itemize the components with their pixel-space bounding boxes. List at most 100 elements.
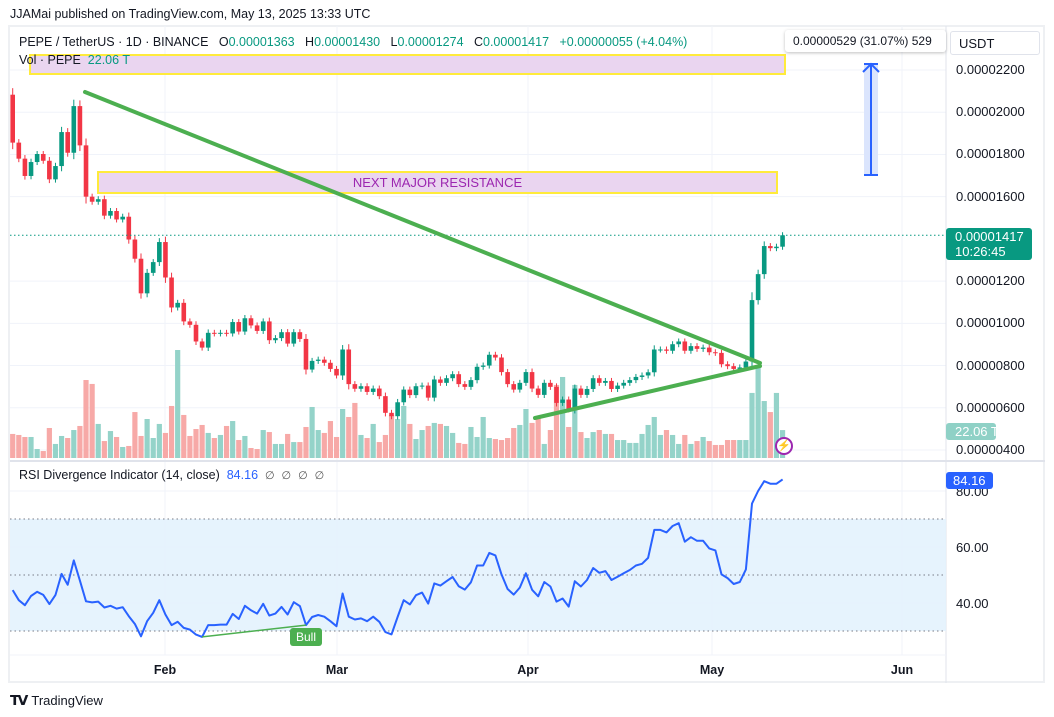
candle-down — [706, 347, 712, 353]
candle-up — [150, 262, 156, 273]
candle-up — [34, 154, 40, 163]
candle-down — [407, 389, 413, 396]
rsi-flag-3: ∅ — [298, 470, 308, 482]
volume-bar — [456, 442, 462, 458]
volume-bar — [724, 440, 731, 458]
time-label-may: May — [699, 663, 725, 677]
volume-bar — [388, 414, 395, 458]
candle-up — [205, 332, 211, 348]
candle-down — [254, 325, 260, 331]
candle-down — [511, 384, 517, 390]
volume-bar — [395, 419, 401, 458]
volume-bar — [676, 443, 682, 458]
candle-up — [676, 341, 681, 345]
resistance-zones — [29, 54, 786, 194]
candle-down — [664, 349, 669, 351]
candle-up — [175, 302, 180, 308]
candle-up — [749, 300, 755, 362]
candle-up — [468, 380, 474, 387]
drawings — [83, 62, 880, 420]
rsi-title[interactable]: RSI Divergence Indicator (14, close) — [19, 468, 220, 482]
volume-bar — [718, 444, 725, 458]
high-label: H — [305, 35, 315, 49]
candle-up — [737, 367, 743, 369]
candle-down — [22, 158, 28, 176]
volume-bar — [749, 392, 755, 458]
volume-bar — [370, 423, 376, 458]
candle-down — [126, 216, 132, 240]
candle-up — [450, 374, 455, 379]
volume-bar — [560, 376, 566, 458]
candle-down — [719, 352, 724, 365]
candle-up — [603, 380, 608, 383]
volume-bar — [450, 432, 456, 458]
volume-bar — [340, 409, 346, 458]
price-axis-label: 0.00001000 — [956, 315, 1025, 331]
candle-down — [77, 106, 83, 146]
volume-bar — [71, 430, 77, 458]
volume-bar — [46, 427, 52, 458]
candle-down — [456, 374, 462, 385]
volume-bar — [700, 436, 706, 458]
symbol-name[interactable]: PEPE / TetherUS · 1D · BINANCE — [19, 35, 209, 49]
volume-bar — [144, 419, 150, 458]
candle-down — [609, 380, 614, 389]
volume-bar — [58, 435, 65, 458]
volume-bar — [193, 429, 199, 458]
volume-bar — [297, 442, 303, 458]
candle-down — [731, 366, 736, 369]
volume-bar — [413, 439, 419, 458]
rsi-value: 84.16 — [226, 468, 259, 482]
currency-button[interactable]: USDT — [950, 31, 1040, 55]
candle-down — [389, 412, 394, 417]
time-label-jun: Jun — [890, 663, 914, 677]
candle-down — [138, 258, 144, 294]
candle-up — [309, 360, 315, 370]
volume-bar — [425, 425, 431, 458]
volume-bar — [657, 434, 663, 458]
rsi-flag-2: ∅ — [281, 470, 292, 482]
candle-down — [248, 318, 254, 326]
candle-down — [346, 349, 352, 385]
volume-bar — [150, 437, 156, 458]
volume-bar — [480, 416, 486, 458]
volume-bar — [303, 426, 309, 458]
volume-legend: Vol · PEPE 22.06 T — [19, 53, 130, 67]
volume-bar — [523, 409, 529, 458]
candle-down — [438, 379, 443, 383]
resistance-label[interactable]: NEXT MAJOR RESISTANCE — [352, 175, 523, 190]
candle-up — [108, 211, 113, 216]
candle-down — [694, 346, 700, 349]
candle-down — [566, 399, 572, 410]
candle-down — [334, 368, 339, 376]
candle-down — [40, 154, 46, 161]
volume-bar — [364, 437, 370, 458]
volume-bar — [34, 449, 40, 458]
candle-up — [340, 349, 345, 376]
candle-up — [395, 402, 400, 417]
volume-bar — [89, 383, 95, 458]
candle-up — [59, 132, 64, 167]
candle-up — [774, 246, 779, 249]
rsi-flag-4: ∅ — [314, 470, 325, 482]
volume-bar — [22, 436, 28, 458]
volume-bar — [584, 437, 590, 458]
candle-up — [273, 338, 278, 341]
candle-up — [658, 349, 663, 351]
tradingview-logo[interactable]: 𝗧𝗩 TradingView — [10, 692, 103, 709]
volume-bar — [431, 422, 437, 458]
lightning-icon[interactable]: ⚡ — [775, 437, 793, 455]
volume-bar — [511, 427, 517, 458]
candle-up — [633, 376, 639, 381]
volume-label[interactable]: Vol · PEPE — [19, 53, 81, 67]
close-label: C — [473, 35, 483, 49]
volume-bar — [767, 412, 773, 458]
candle-down — [236, 322, 242, 332]
volume-bar — [248, 447, 254, 458]
volume-bar — [492, 439, 498, 458]
volume-bar — [315, 430, 321, 458]
volume-bar — [529, 422, 535, 458]
candle-down — [725, 364, 730, 367]
symbol-legend: PEPE / TetherUS · 1D · BINANCE O0.000013… — [19, 35, 687, 49]
